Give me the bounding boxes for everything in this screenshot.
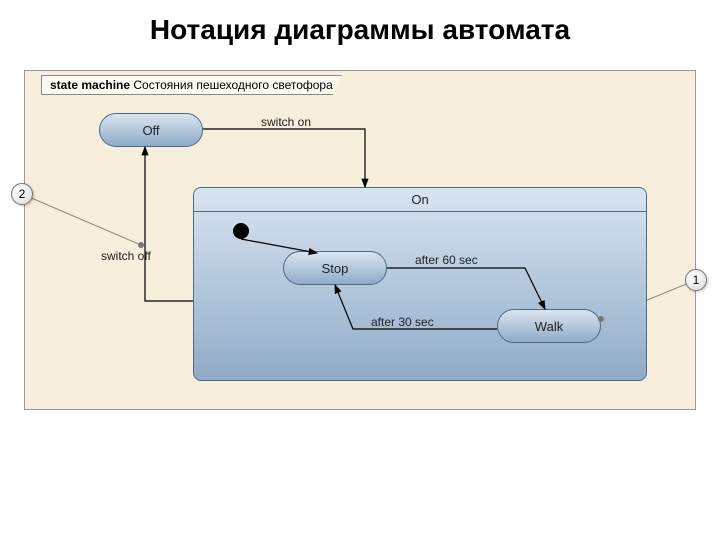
transition-label-switch_off: switch off: [101, 249, 151, 263]
transition-label-after60: after 60 sec: [415, 253, 478, 267]
callout-2: 2: [11, 183, 33, 205]
diagram-frame: state machine Состояния пешеходного свет…: [24, 70, 696, 410]
transition-label-after30: after 30 sec: [371, 315, 434, 329]
callout-dot-1: [598, 316, 604, 322]
callout-dot-2: [138, 242, 144, 248]
slide-title: Нотация диаграммы автомата: [0, 14, 720, 46]
transition-label-switch_on: switch on: [261, 115, 311, 129]
callout-1: 1: [685, 269, 707, 291]
transition-edges: [25, 71, 697, 411]
